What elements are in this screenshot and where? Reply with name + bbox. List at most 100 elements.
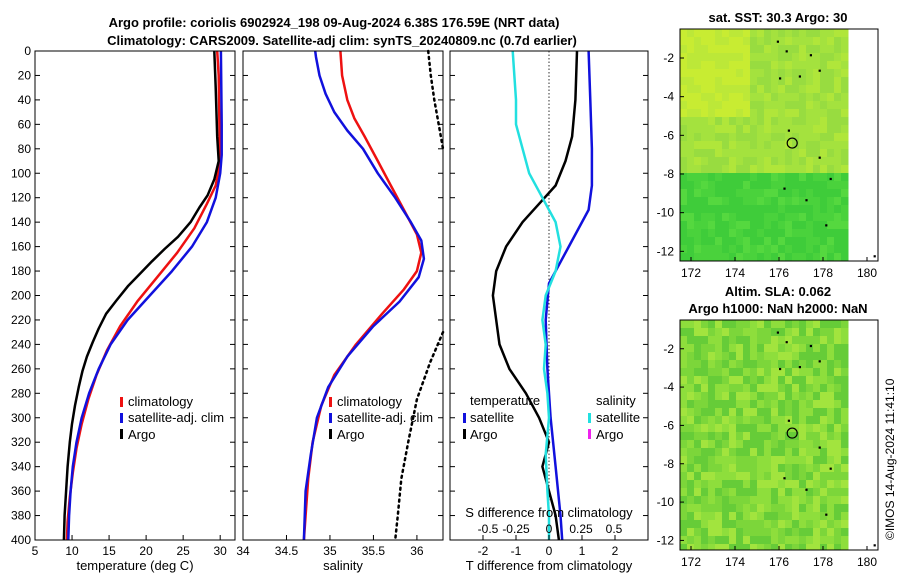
map-cell xyxy=(750,125,758,134)
map-cell xyxy=(785,496,793,505)
map-cell xyxy=(680,376,688,385)
map-cell xyxy=(813,424,821,433)
map-cell xyxy=(729,480,737,489)
y-tick-label: 360 xyxy=(11,484,31,498)
y-tick-label: 240 xyxy=(11,337,31,351)
map-cell xyxy=(701,496,709,505)
map-cell xyxy=(715,464,723,473)
map-cell xyxy=(701,85,709,94)
map-cell xyxy=(743,512,751,521)
map-cell xyxy=(722,101,730,110)
map-cell xyxy=(708,69,716,78)
map-cell xyxy=(785,205,793,214)
map-cell xyxy=(701,408,709,417)
map-cell xyxy=(743,245,751,254)
map-cell xyxy=(827,392,835,401)
map-cell xyxy=(764,53,772,62)
map-cell xyxy=(827,245,835,254)
map-cell xyxy=(757,165,765,174)
map-cell xyxy=(820,173,828,182)
map-cell xyxy=(750,37,758,46)
map-cell xyxy=(771,77,779,86)
map-cell xyxy=(729,109,737,118)
map-cell xyxy=(715,360,723,369)
map-cell xyxy=(799,416,807,425)
map-cell xyxy=(715,352,723,361)
map-cell xyxy=(827,109,835,118)
map-cell xyxy=(764,117,772,126)
map-cell xyxy=(722,93,730,102)
map-cell xyxy=(778,432,786,441)
map-cell xyxy=(687,237,695,246)
map-cell xyxy=(785,109,793,118)
map-cell xyxy=(820,253,828,261)
map-cell xyxy=(806,149,814,158)
map-cell xyxy=(722,320,730,329)
map-cell xyxy=(722,197,730,206)
map-cell xyxy=(841,149,849,158)
map-cell xyxy=(715,125,723,134)
map-cell xyxy=(736,45,744,54)
map-cell xyxy=(771,384,779,393)
map-cell xyxy=(799,117,807,126)
map-cell xyxy=(687,221,695,230)
map-cell xyxy=(729,456,737,465)
map-cell xyxy=(687,149,695,158)
map-cell xyxy=(764,336,772,345)
map-cell xyxy=(827,125,835,134)
map-cell xyxy=(820,408,828,417)
map-cell xyxy=(687,53,695,62)
map-cell xyxy=(694,229,702,238)
map-cell xyxy=(785,101,793,110)
map-cell xyxy=(750,368,758,377)
series-line-temperature-satellite xyxy=(544,50,594,541)
map-cell xyxy=(771,480,779,489)
map-cell xyxy=(708,368,716,377)
map-cell xyxy=(750,253,758,261)
map-cell xyxy=(715,149,723,158)
island-marker xyxy=(825,224,828,227)
map-cell xyxy=(820,328,828,337)
map-cell xyxy=(757,29,765,38)
difference-legend: temperature satellite Argo salinity sate… xyxy=(463,393,640,442)
map-cell xyxy=(722,480,730,489)
map-cell xyxy=(722,157,730,166)
y-tick-label: 260 xyxy=(11,362,31,376)
map-cell xyxy=(806,237,814,246)
map-cell xyxy=(841,253,849,261)
map-cell xyxy=(708,496,716,505)
map-cell xyxy=(799,61,807,70)
map-cell xyxy=(806,61,814,70)
island-marker xyxy=(805,199,808,202)
map-cell xyxy=(722,432,730,441)
map-cell xyxy=(841,480,849,489)
map-cell xyxy=(722,520,730,529)
map-cell xyxy=(834,400,842,409)
map-cell xyxy=(736,448,744,457)
map-cell xyxy=(771,504,779,513)
map-cell xyxy=(729,448,737,457)
map-cell xyxy=(834,472,842,481)
map-cell xyxy=(729,432,737,441)
map-cell xyxy=(701,400,709,409)
map-cell xyxy=(820,85,828,94)
map-cell xyxy=(743,237,751,246)
map-cell xyxy=(729,424,737,433)
map-cell xyxy=(813,197,821,206)
map-cell xyxy=(834,528,842,537)
map-cell xyxy=(708,173,716,182)
map-cell xyxy=(729,504,737,513)
legend-label-temp-satellite: satellite xyxy=(470,410,514,425)
map-cell xyxy=(694,368,702,377)
map-cell xyxy=(694,117,702,126)
map-cell xyxy=(813,149,821,158)
map-cell xyxy=(785,512,793,521)
map-cell xyxy=(757,448,765,457)
map-cell xyxy=(834,125,842,134)
salinity-x-label: salinity xyxy=(323,558,363,573)
map-cell xyxy=(806,77,814,86)
map-cell xyxy=(687,125,695,134)
map-cell xyxy=(792,93,800,102)
map-cell xyxy=(701,253,709,261)
map-cell xyxy=(841,93,849,102)
